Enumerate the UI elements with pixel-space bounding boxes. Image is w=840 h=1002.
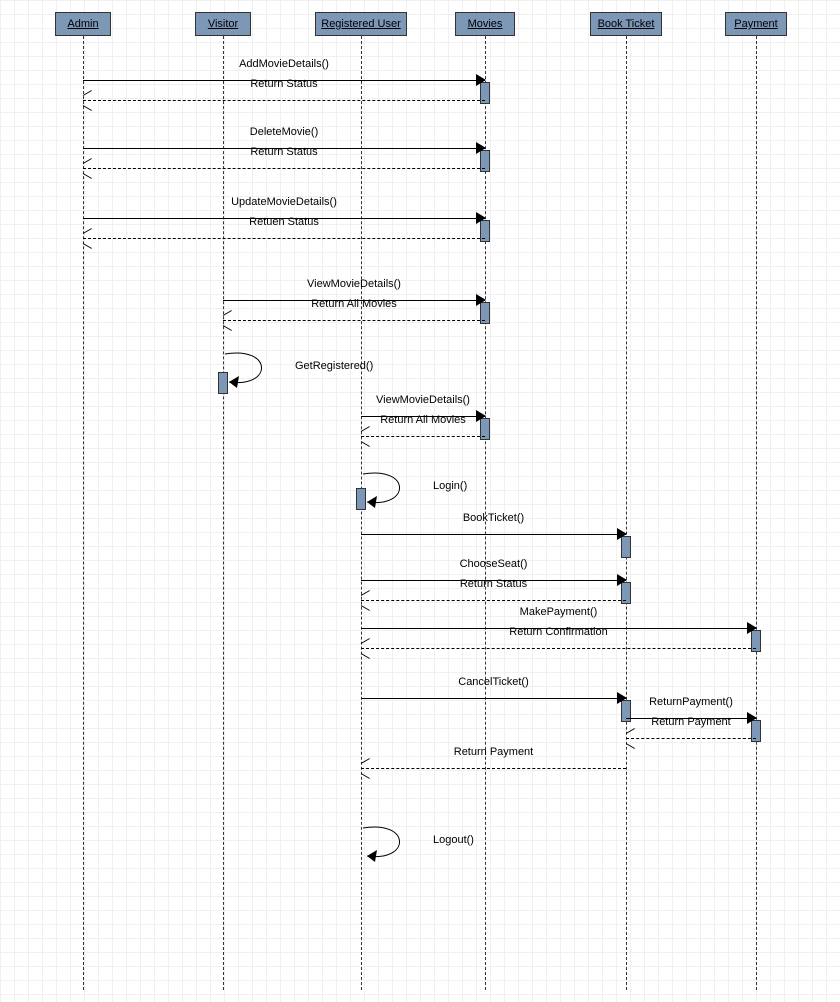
message-label-11: ChooseSeat() bbox=[361, 558, 626, 570]
message-label-3: Return Status bbox=[83, 146, 485, 158]
message-label-1: Return Status bbox=[83, 78, 485, 90]
message-label-10: BookTicket() bbox=[361, 512, 626, 524]
message-label-0: AddMovieDetails() bbox=[83, 58, 485, 70]
actor-movies: Movies bbox=[455, 12, 515, 36]
message-line-14 bbox=[361, 648, 756, 649]
message-15: CancelTicket() bbox=[361, 690, 626, 706]
message-3: Return Status bbox=[83, 160, 485, 176]
message-arrow-7 bbox=[223, 315, 233, 325]
message-arrow-14 bbox=[361, 643, 371, 653]
message-14: Return Confirmation bbox=[361, 640, 756, 656]
actor-payment: Payment bbox=[725, 12, 787, 36]
actor-admin: Admin bbox=[55, 12, 111, 36]
message-line-9 bbox=[361, 436, 485, 437]
message-label-14: Return Confirmation bbox=[361, 626, 756, 638]
message-label-9: Return All Movies bbox=[361, 414, 485, 426]
message-label-6: ViewMovieDetails() bbox=[223, 278, 485, 290]
message-7: Return All Movies bbox=[223, 312, 485, 328]
message-label-4: UpdateMovieDetails() bbox=[83, 196, 485, 208]
message-17: Return Payment bbox=[626, 730, 756, 746]
message-line-7 bbox=[223, 320, 485, 321]
self-message-2: Logout() bbox=[361, 826, 481, 866]
message-label-8: ViewMovieDetails() bbox=[361, 394, 485, 406]
message-18: Return Payment bbox=[361, 760, 626, 776]
message-arrow-10 bbox=[617, 528, 627, 540]
message-label-2: DeleteMovie() bbox=[83, 126, 485, 138]
message-9: Return All Movies bbox=[361, 428, 485, 444]
message-label-16: ReturnPayment() bbox=[626, 696, 756, 708]
message-5: Retuen Status bbox=[83, 230, 485, 246]
message-arrow-18 bbox=[361, 763, 371, 773]
message-label-17: Return Payment bbox=[626, 716, 756, 728]
message-line-12 bbox=[361, 600, 626, 601]
message-line-17 bbox=[626, 738, 756, 739]
self-loop-arc-2 bbox=[361, 826, 431, 866]
message-arrow-9 bbox=[361, 431, 371, 441]
message-line-18 bbox=[361, 768, 626, 769]
message-1: Return Status bbox=[83, 92, 485, 108]
self-message-0: GetRegistered() bbox=[223, 352, 343, 392]
message-label-15: CancelTicket() bbox=[361, 676, 626, 688]
message-label-7: Return All Movies bbox=[223, 298, 485, 310]
lifeline-payment bbox=[756, 36, 757, 990]
self-message-1: Login() bbox=[361, 472, 481, 512]
message-line-1 bbox=[83, 100, 485, 101]
message-arrow-3 bbox=[83, 163, 93, 173]
message-10: BookTicket() bbox=[361, 526, 626, 542]
lifeline-visitor bbox=[223, 36, 224, 990]
actor-reguser: Registered User bbox=[315, 12, 407, 36]
message-label-13: MakePayment() bbox=[361, 606, 756, 618]
message-line-3 bbox=[83, 168, 485, 169]
self-loop-arc-1 bbox=[361, 472, 431, 512]
self-message-label-0: GetRegistered() bbox=[295, 360, 373, 372]
message-line-5 bbox=[83, 238, 485, 239]
message-label-5: Retuen Status bbox=[83, 216, 485, 228]
message-arrow-5 bbox=[83, 233, 93, 243]
message-arrow-12 bbox=[361, 595, 371, 605]
message-arrow-1 bbox=[83, 95, 93, 105]
lifeline-admin bbox=[83, 36, 84, 990]
message-label-12: Return Status bbox=[361, 578, 626, 590]
message-label-18: Return Payment bbox=[361, 746, 626, 758]
actor-visitor: Visitor bbox=[195, 12, 251, 36]
message-line-10 bbox=[361, 534, 626, 535]
message-line-15 bbox=[361, 698, 626, 699]
lifeline-book bbox=[626, 36, 627, 990]
actor-book: Book Ticket bbox=[590, 12, 662, 36]
sequence-diagram: Admin Visitor Registered User Movies Book Ti… bbox=[0, 0, 840, 1002]
self-loop-arc-0 bbox=[223, 352, 293, 392]
self-message-label-1: Login() bbox=[433, 480, 467, 492]
self-message-label-2: Logout() bbox=[433, 834, 474, 846]
message-arrow-17 bbox=[626, 733, 636, 743]
